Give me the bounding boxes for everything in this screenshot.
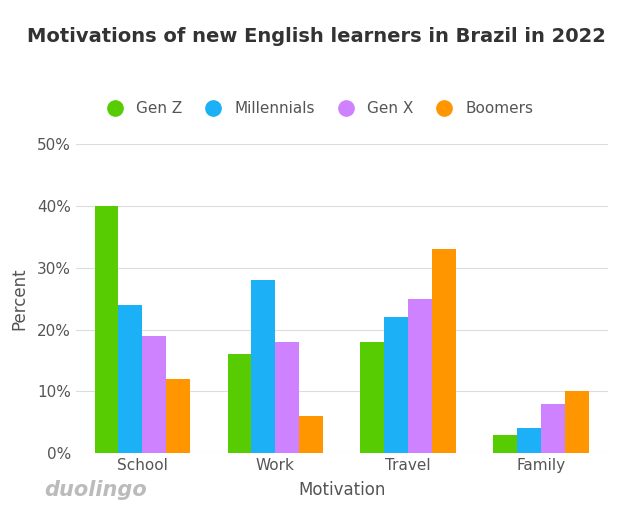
Text: Motivations of new English learners in Brazil in 2022: Motivations of new English learners in B… [27, 27, 606, 45]
Legend: Gen Z, Millennials, Gen X, Boomers: Gen Z, Millennials, Gen X, Boomers [94, 95, 539, 123]
Bar [299, 416, 323, 453]
Bar [142, 336, 166, 453]
Bar [384, 317, 408, 453]
Bar [541, 404, 565, 453]
Bar [565, 391, 589, 453]
Bar [251, 280, 275, 453]
Bar [408, 299, 432, 453]
Bar [493, 435, 517, 453]
Text: duolingo: duolingo [44, 479, 147, 500]
Bar [118, 305, 142, 453]
X-axis label: Motivation: Motivation [298, 482, 385, 500]
Bar [360, 342, 384, 453]
Y-axis label: Percent: Percent [11, 267, 28, 330]
Bar [94, 206, 118, 453]
Bar [227, 354, 251, 453]
Bar [432, 249, 456, 453]
Bar [166, 379, 191, 453]
Bar [517, 428, 541, 453]
Bar [275, 342, 299, 453]
